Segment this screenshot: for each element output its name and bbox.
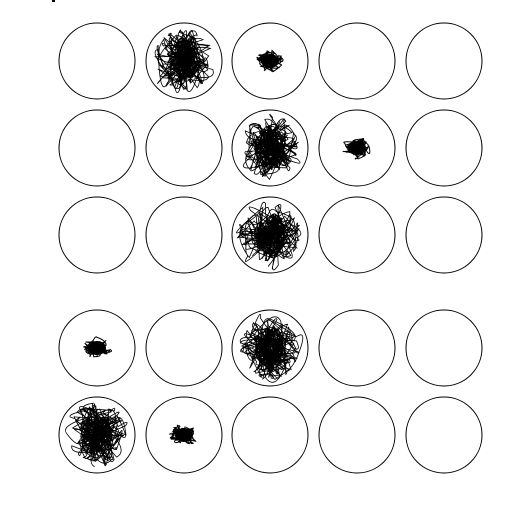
outline-circle <box>231 309 309 387</box>
small-scribble <box>169 424 197 445</box>
corner-tick-mark <box>52 0 55 2</box>
outline-circle <box>318 309 396 387</box>
grid-cell-r5-c4-empty <box>318 396 396 474</box>
outline-circle <box>405 22 483 100</box>
outline-circle <box>58 396 136 474</box>
grid-cell-r3-c1-empty <box>58 196 136 274</box>
grid-cell-r2-c5-empty <box>405 109 483 187</box>
small-scribble <box>342 137 371 160</box>
outline-circle <box>405 196 483 274</box>
grid-cell-r2-c3-large <box>231 109 309 187</box>
outline-circle <box>231 196 309 274</box>
outline-circle <box>145 22 223 100</box>
small-scribble <box>83 336 113 358</box>
small-scribble <box>256 49 284 73</box>
large-scribble-core <box>253 213 286 262</box>
grid-cell-r1-c2-large <box>145 22 223 100</box>
outline-circle <box>231 22 309 100</box>
outline-circle <box>318 22 396 100</box>
grid-cell-r1-c3-small <box>231 22 309 100</box>
outline-circle <box>145 109 223 187</box>
outline-circle <box>405 109 483 187</box>
grid-cell-r1-c5-empty <box>405 22 483 100</box>
outline-circle <box>58 196 136 274</box>
grid-cell-r2-c4-small <box>318 109 396 187</box>
grid-cell-r5-c3-empty <box>231 396 309 474</box>
grid-cell-r2-c2-empty <box>145 109 223 187</box>
grid-cell-r3-c4-empty <box>318 196 396 274</box>
outline-circle <box>318 396 396 474</box>
outline-circle <box>145 309 223 387</box>
outline-circle <box>58 109 136 187</box>
large-scribble-core <box>254 325 286 372</box>
outline-circle <box>318 109 396 187</box>
outline-circle <box>231 396 309 474</box>
grid-cell-r5-c5-empty <box>405 396 483 474</box>
large-scribble-core <box>166 37 201 85</box>
grid-cell-r5-c2-small <box>145 396 223 474</box>
grid-cell-r4-c4-empty <box>318 309 396 387</box>
outline-circle <box>231 109 309 187</box>
grid-cell-r4-c2-empty <box>145 309 223 387</box>
large-scribble <box>239 314 304 383</box>
large-scribble <box>236 201 302 271</box>
grid-cell-r1-c1-empty <box>58 22 136 100</box>
grid-cell-r2-c1-empty <box>58 109 136 187</box>
grid-cell-r5-c1-large <box>58 396 136 474</box>
grid-cell-r4-c1-small <box>58 309 136 387</box>
grid-cell-r3-c3-large <box>231 196 309 274</box>
grid-cell-r4-c5-empty <box>405 309 483 387</box>
grid-cell-r1-c4-empty <box>318 22 396 100</box>
outline-circle <box>58 22 136 100</box>
grid-cell-r4-c3-large <box>231 309 309 387</box>
outline-circle <box>318 196 396 274</box>
outline-circle <box>405 309 483 387</box>
outline-circle <box>58 309 136 387</box>
grid-cell-r3-c2-empty <box>145 196 223 274</box>
large-scribble-core <box>254 123 286 171</box>
large-scribble-core <box>80 414 114 457</box>
outline-circle <box>145 396 223 474</box>
outline-circle <box>405 396 483 474</box>
grid-cell-r3-c5-empty <box>405 196 483 274</box>
outline-circle <box>145 196 223 274</box>
